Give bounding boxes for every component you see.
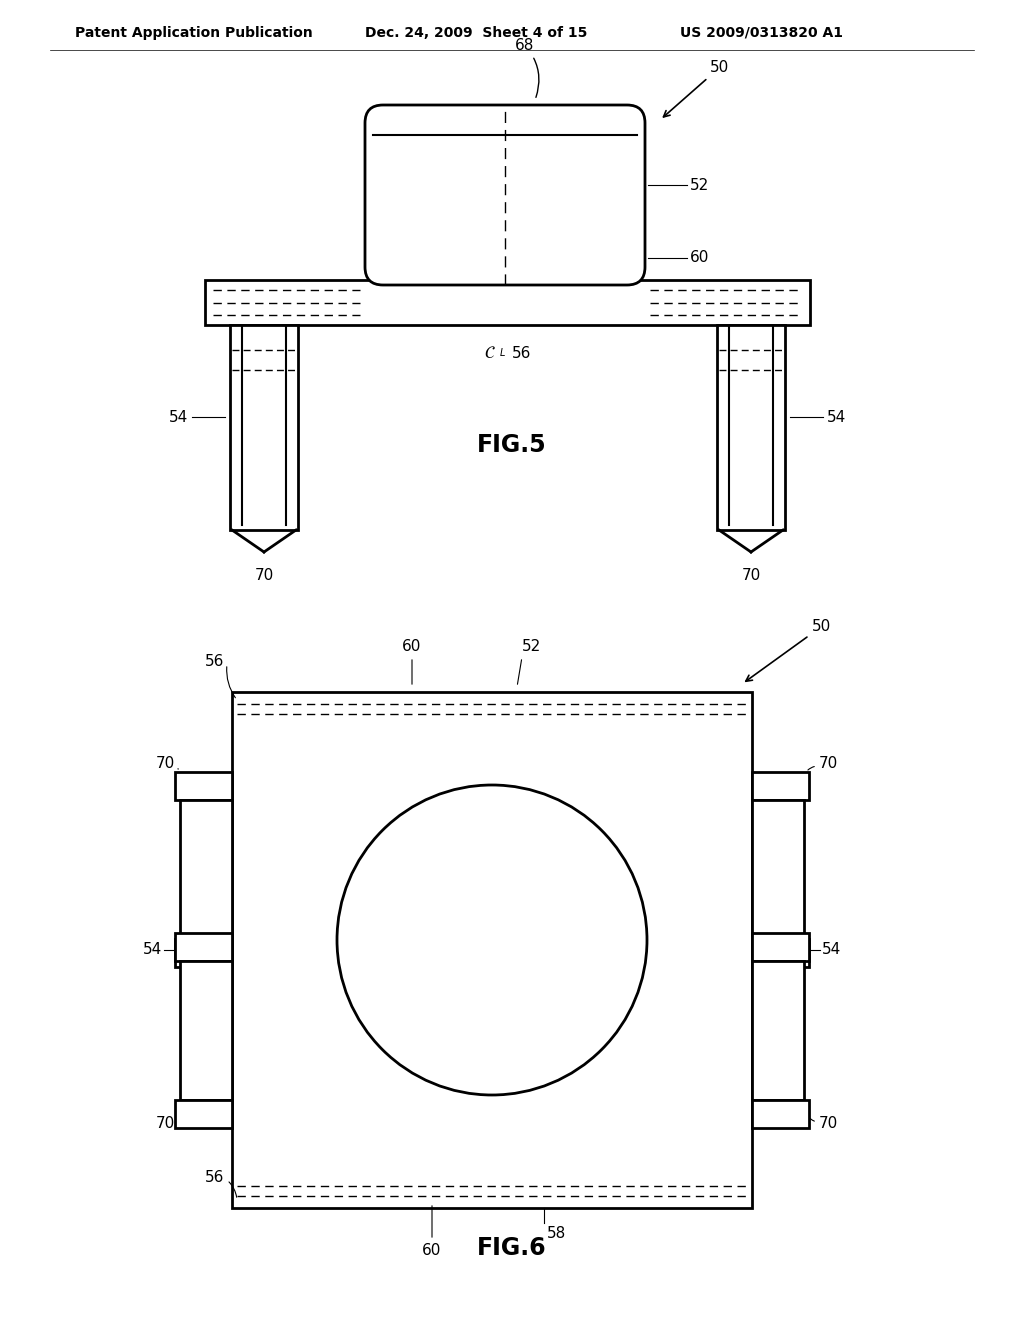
Text: 70: 70 (819, 1115, 839, 1130)
Text: $\mathcal{C}$: $\mathcal{C}$ (484, 345, 496, 362)
Bar (175, 772, 232, 800)
Text: 56: 56 (205, 1171, 224, 1185)
Text: 54: 54 (169, 409, 188, 425)
Text: US 2009/0313820 A1: US 2009/0313820 A1 (680, 26, 843, 40)
Text: 60: 60 (422, 1243, 441, 1258)
Text: 68: 68 (515, 38, 539, 98)
Text: 52: 52 (522, 639, 542, 653)
Text: 52: 52 (690, 177, 710, 193)
Bar (175, 933, 232, 961)
Bar (752, 961, 804, 1100)
Text: FIG.6: FIG.6 (477, 1236, 547, 1261)
Bar (752, 933, 809, 961)
Text: Dec. 24, 2009  Sheet 4 of 15: Dec. 24, 2009 Sheet 4 of 15 (365, 26, 588, 40)
Text: L: L (500, 348, 506, 358)
Text: FIG.5: FIG.5 (477, 433, 547, 457)
Bar (230, 325, 298, 531)
Bar (752, 772, 809, 800)
Bar (205, 280, 810, 325)
FancyBboxPatch shape (365, 106, 645, 285)
Text: 54: 54 (822, 942, 842, 957)
Text: Patent Application Publication: Patent Application Publication (75, 26, 312, 40)
Text: 70: 70 (254, 568, 273, 583)
Bar (180, 961, 232, 1100)
Text: 70: 70 (156, 1115, 175, 1130)
Text: 60: 60 (402, 639, 422, 653)
Bar (232, 692, 752, 1208)
Bar (717, 325, 785, 531)
Text: 58: 58 (547, 1226, 566, 1241)
Text: 70: 70 (741, 568, 761, 583)
Text: 56: 56 (512, 346, 531, 360)
Text: 54: 54 (142, 942, 162, 957)
Text: 50: 50 (745, 619, 831, 681)
Text: 60: 60 (690, 251, 710, 265)
Text: 70: 70 (156, 756, 175, 771)
Bar (175, 1100, 232, 1129)
Text: 56: 56 (205, 655, 224, 669)
Bar (752, 800, 804, 939)
Text: 50: 50 (664, 59, 729, 117)
Bar (180, 800, 232, 939)
Bar (175, 939, 232, 968)
Circle shape (337, 785, 647, 1096)
Bar (752, 1100, 809, 1129)
Text: 54: 54 (827, 409, 846, 425)
Bar (752, 939, 809, 968)
Text: 70: 70 (819, 756, 839, 771)
